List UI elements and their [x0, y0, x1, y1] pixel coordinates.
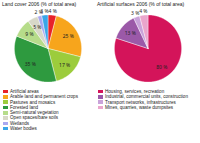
- html-text:Land cover 2006 (% of total ar: Land cover 2006 (% of total area): [2, 1, 77, 7]
- svg-text:13 %: 13 %: [125, 30, 136, 36]
- html-text:Forested land: Forested land: [10, 104, 39, 110]
- svg-text:3 %: 3 %: [40, 8, 48, 14]
- html-text:Semi-natural vegetation: Semi-natural vegetation: [10, 110, 59, 116]
- html-text:Arable land and permanent crop: Arable land and permanent crops: [10, 94, 78, 100]
- svg-text:25 %: 25 %: [63, 33, 74, 39]
- svg-text:9 %: 9 %: [25, 31, 33, 37]
- html-text:Water bodies: Water bodies: [10, 126, 37, 132]
- svg-text:3 %: 3 %: [131, 9, 140, 16]
- html-text:Pastures and mosaics: Pastures and mosaics: [10, 99, 56, 105]
- html-text:Transport networks, infrastruc: Transport networks, infrastructures: [105, 99, 176, 105]
- html-text:Wetlands: Wetlands: [10, 120, 30, 126]
- html-text:Industrial, commercial units,: Industrial, commercial units, constructi…: [105, 94, 188, 100]
- svg-text:35 %: 35 %: [25, 61, 36, 67]
- html-text:Housing, services, recreation: Housing, services, recreation: [105, 89, 165, 94]
- html-text:Artificial surfaces 2006 (% of: Artificial surfaces 2006 (% of total are…: [97, 1, 185, 7]
- html-text:Artificial areas: Artificial areas: [10, 89, 39, 94]
- html-text:Mines, quarries, waste dumpsit: Mines, quarries, waste dumpsites: [105, 104, 174, 110]
- html-text:Open spaces/bare soils: Open spaces/bare soils: [10, 115, 58, 121]
- svg-text:17 %: 17 %: [59, 62, 70, 68]
- svg-text:2 %: 2 %: [34, 8, 43, 15]
- svg-text:80 %: 80 %: [156, 64, 167, 70]
- svg-text:4 %: 4 %: [49, 8, 57, 14]
- svg-text:5 %: 5 %: [33, 24, 41, 30]
- svg-text:4 %: 4 %: [139, 8, 147, 14]
